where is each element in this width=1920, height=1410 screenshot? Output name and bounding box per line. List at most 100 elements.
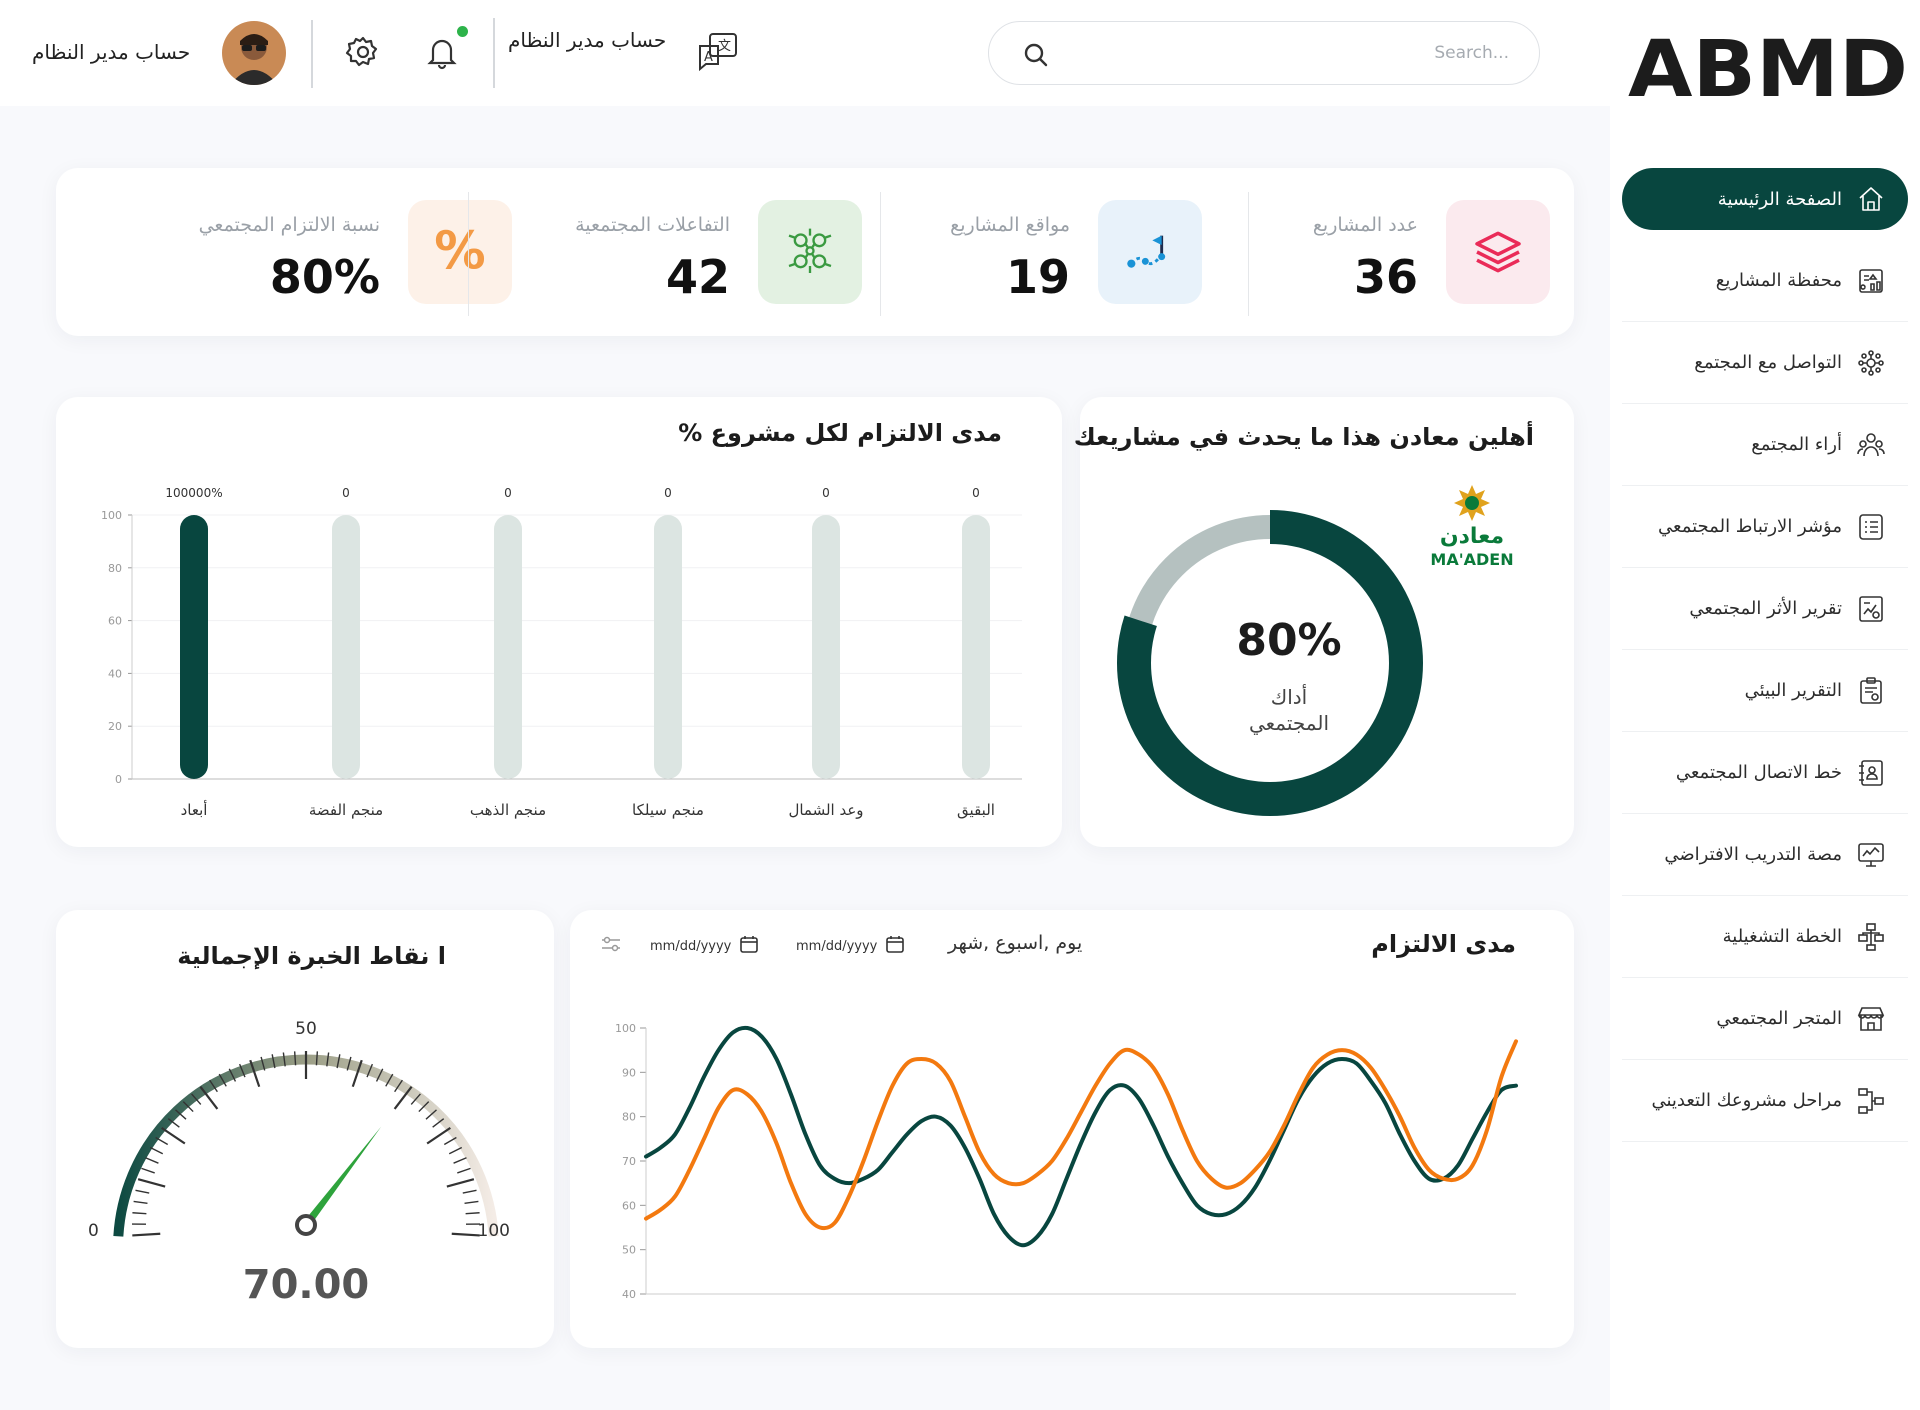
gauge-tick: [249, 1059, 261, 1088]
stat-route-flag: مواقع المشاريع 19: [842, 200, 1202, 310]
bar-1: [812, 515, 840, 779]
gauge-tick: [393, 1086, 413, 1110]
home-icon: [1859, 187, 1883, 211]
gauge-tick: [432, 1118, 445, 1128]
header-divider: [311, 20, 313, 88]
bar-data-label: 0: [822, 486, 830, 500]
gauge-tick: [336, 1054, 341, 1069]
date-to-field[interactable]: mm/dd/yyyy: [796, 934, 905, 958]
line-chart: 40 50 60 70 80 90 100: [615, 1022, 1518, 1301]
stat-label: عدد المشاريع: [1312, 214, 1418, 236]
gauge-tick: [462, 1189, 477, 1194]
training-monitor-icon: [1858, 842, 1884, 867]
stat-value: 36: [1353, 250, 1418, 304]
maaden-logo-latin: MA'ADEN: [1430, 550, 1513, 569]
gauge-tick: [465, 1212, 480, 1215]
gauge-needle-hub: [295, 1214, 317, 1236]
svg-text:文: 文: [718, 39, 731, 54]
sidebar-item-home[interactable]: الصفحة الرئيسية: [1622, 168, 1908, 230]
sidebar-item-label: مؤشر الارتباط المجتمعي: [1658, 516, 1842, 537]
line-chart-title: مدى الالتزام: [1371, 930, 1516, 958]
sidebar-item-store[interactable]: المتجر المجتمعي: [1622, 978, 1908, 1060]
gauge-tick: [175, 1109, 187, 1120]
gauge-tick: [135, 1189, 150, 1194]
gauge-tick: [326, 1052, 330, 1067]
welcome-title: أهلين معادن هذا ما يحدث في مشاريعك: [1073, 423, 1534, 451]
sidebar-item-flowchart[interactable]: الخطة التشغيلية: [1622, 896, 1908, 978]
gauge-tick: [448, 1146, 463, 1155]
search-input[interactable]: [1059, 32, 1509, 74]
gauge-tick: [375, 1068, 384, 1082]
stages-icon: [1858, 1087, 1884, 1114]
gauge-tick: [426, 1126, 451, 1145]
sidebar-item-community-opinions[interactable]: أراء المجتمع: [1622, 404, 1908, 486]
bar-data-label: 100000%: [165, 486, 222, 500]
avatar[interactable]: [222, 21, 286, 85]
gauge-tick-label: 0: [88, 1221, 99, 1241]
gauge-tick: [282, 1052, 286, 1067]
bar-category-label: وعد الشمال: [788, 801, 863, 819]
line-ytick-label: 100: [615, 1022, 636, 1035]
bar-ytick-label: 100: [101, 509, 122, 522]
sidebar-item-list[interactable]: مؤشر الارتباط المجتمعي: [1622, 486, 1908, 568]
search-box: [988, 21, 1540, 85]
network-people-icon: [788, 228, 832, 273]
sidebar-item-label: خط الاتصال المجتمعي: [1675, 762, 1842, 783]
sidebar-item-contact-book[interactable]: خط الاتصال المجتمعي: [1622, 732, 1908, 814]
account-name[interactable]: حساب مدير النظام: [32, 40, 191, 64]
gear-icon[interactable]: [345, 34, 381, 74]
notification-dot: [457, 26, 468, 37]
gauge-tick: [209, 1079, 218, 1093]
sidebar-item-community-network[interactable]: التواصل مع المجتمع: [1622, 322, 1908, 404]
bar-ytick-label: 0: [115, 773, 122, 786]
bar-data-label: 0: [972, 486, 980, 500]
date-from-field[interactable]: mm/dd/yyyy: [650, 934, 759, 958]
bar-category-label: منجم سيلكا: [632, 801, 704, 819]
sidebar-item-report-chart[interactable]: تقرير الأثر المجتمعي: [1622, 568, 1908, 650]
gauge-tick: [346, 1056, 352, 1071]
xp-gauge-card: ا نقاط الخبرة الإجمالية 0 50 100 70.00: [56, 910, 554, 1348]
sidebar-item-label: محفظة المشاريع: [1715, 270, 1842, 291]
bar-5: [180, 515, 208, 779]
gauge-tick: [149, 1146, 164, 1155]
translate-icon[interactable]: 文 A: [696, 30, 740, 78]
stat-icon-box: [1446, 200, 1550, 304]
bar-ytick-label: 80: [108, 562, 122, 575]
line-series-1: [644, 1039, 1518, 1231]
date-from-value: mm/dd/yyyy: [650, 938, 732, 954]
calendar-icon[interactable]: [739, 934, 759, 958]
sidebar-item-stages[interactable]: مراحل مشروعك التعديني: [1622, 1060, 1908, 1142]
flowchart-icon: [1858, 922, 1884, 951]
stat-icon-box: [1098, 200, 1202, 304]
gauge-tick: [133, 1200, 148, 1205]
line-ytick-label: 90: [622, 1066, 636, 1079]
stat-divider: [880, 192, 881, 316]
percent-icon: %: [434, 224, 485, 280]
gauge-tick: [446, 1178, 475, 1188]
stat-value: 80%: [269, 250, 380, 304]
search-icon[interactable]: [1023, 42, 1049, 72]
sidebar-item-label: التواصل مع المجتمع: [1694, 352, 1842, 373]
brand-logo[interactable]: ABMD: [1626, 24, 1910, 104]
gauge-tick: [464, 1200, 479, 1205]
clipboard-icon: [1860, 676, 1882, 704]
stat-divider: [1248, 192, 1249, 316]
stat-percent: % نسبة الالتزام المجتمعي 80%: [152, 200, 512, 310]
donut-value: 80%: [1236, 615, 1342, 666]
sidebar-item-clipboard[interactable]: التقرير البيئي: [1622, 650, 1908, 732]
language-account-label[interactable]: حساب مدير النظام: [508, 28, 667, 52]
filter-icon[interactable]: [600, 934, 622, 958]
sidebar-item-training-monitor[interactable]: مصة التدريب الافتراضي: [1622, 814, 1908, 896]
gauge-tick: [260, 1056, 266, 1071]
top-header: 文 A حساب مدير النظام حساب مدير النظام: [0, 0, 1610, 106]
line-ytick-label: 70: [622, 1155, 636, 1168]
bar-0: [962, 515, 990, 779]
gauge-tick: [155, 1136, 169, 1146]
period-selector[interactable]: يوم ,اسبوع ,شهر: [948, 932, 1083, 954]
calendar-icon[interactable]: [885, 934, 905, 958]
bell-icon[interactable]: [424, 34, 460, 74]
contact-book-icon: [1859, 759, 1883, 786]
gauge-tick: [137, 1178, 166, 1188]
sidebar-item-portfolio[interactable]: محفظة المشاريع: [1622, 240, 1908, 322]
gauge-tick: [385, 1073, 394, 1087]
